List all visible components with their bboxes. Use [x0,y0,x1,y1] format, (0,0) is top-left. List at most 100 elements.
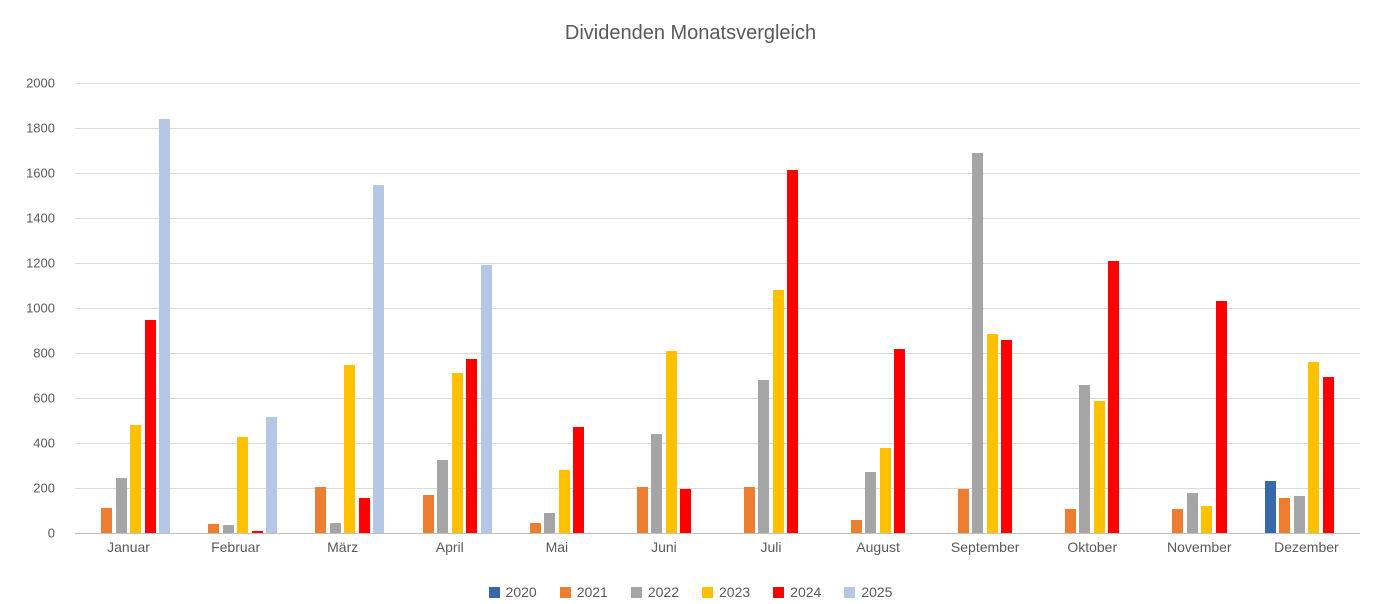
x-axis-label-juni: Juni [651,539,677,555]
bar-2022-juli[interactable] [758,380,770,533]
bar-2022-januar[interactable] [115,477,127,533]
legend-swatch-icon [488,586,500,598]
bar-2022-märz[interactable] [329,522,341,533]
bar-groups [75,83,1360,533]
bar-group-juni [610,83,717,533]
y-axis-tick-label: 1000 [26,300,55,316]
bar-2023-juli[interactable] [772,290,784,533]
bar-2023-februar[interactable] [237,437,249,533]
bar-slot [907,83,922,533]
x-axis-label-februar: Februar [211,539,261,555]
bar-2023-november[interactable] [1201,506,1213,533]
y-axis-tick-label: 800 [33,345,55,361]
bar-2023-september[interactable] [986,333,998,533]
bar-slot [635,83,650,533]
legend-item-2021[interactable]: 2021 [559,584,608,600]
bar-2023-august[interactable] [879,447,891,533]
gridline [75,488,1360,489]
legend-item-2025[interactable]: 2025 [844,584,892,600]
bar-slot [586,83,601,533]
bar-2023-dezember[interactable] [1308,362,1320,533]
bar-2020-dezember[interactable] [1264,481,1276,533]
bar-2022-november[interactable] [1186,492,1198,533]
bar-2025-märz[interactable] [373,185,385,533]
bar-2021-dezember[interactable] [1279,498,1291,533]
bar-2024-märz[interactable] [358,498,370,533]
bar-2024-februar[interactable] [251,530,263,533]
bar-slot [956,83,971,533]
bar-2021-juni[interactable] [636,486,648,533]
bar-2021-oktober[interactable] [1064,509,1076,533]
bar-slot [1321,83,1336,533]
legend-item-2023[interactable]: 2023 [702,584,750,600]
bar-slot [771,83,786,533]
bar-2023-april[interactable] [451,373,463,533]
bar-2024-juni[interactable] [680,489,692,533]
y-axis-tick-label: 1400 [26,210,55,226]
bar-2024-juli[interactable] [787,169,799,533]
bar-2022-februar[interactable] [222,525,234,533]
bar-2025-februar[interactable] [266,417,278,533]
bar-2024-mai[interactable] [573,427,585,533]
bar-2024-oktober[interactable] [1108,260,1120,533]
bar-2022-september[interactable] [972,152,984,533]
bar-group-oktober [1039,83,1146,533]
y-axis: 0 200 400 600 800 1000 1200 1400 1600 1800 2000 [0,76,65,541]
bar-2022-april[interactable] [437,459,449,533]
legend-item-2022[interactable]: 2022 [630,584,679,600]
bar-2021-mai[interactable] [529,522,541,533]
legend-item-2024[interactable]: 2024 [773,584,821,600]
bar-2024-april[interactable] [466,358,478,533]
legend-swatch-icon [844,586,856,598]
bar-2025-april[interactable] [480,265,492,533]
bar-slot [450,83,465,533]
bar-slot [1306,83,1321,533]
bar-2024-januar[interactable] [144,320,156,533]
x-axis-label-september: September [950,539,1020,555]
bar-2021-januar[interactable] [101,508,113,533]
bar-2022-juni[interactable] [651,434,663,533]
bar-2023-juni[interactable] [665,350,677,533]
bar-2023-mai[interactable] [558,470,570,533]
bar-2021-märz[interactable] [315,486,327,533]
y-axis-tick-label: 2000 [26,75,55,91]
bar-slot [143,83,158,533]
bar-slot [1049,83,1064,533]
bar-2024-dezember[interactable] [1322,376,1334,533]
bar-2025-januar[interactable] [159,119,171,533]
legend-label: 2022 [647,584,679,600]
bar-2021-april[interactable] [422,494,434,533]
bar-2021-februar[interactable] [208,524,220,533]
bar-group-januar [75,83,182,533]
bar-2022-oktober[interactable] [1079,384,1091,533]
gridline [75,308,1360,309]
bar-slot [542,83,557,533]
bar-2021-november[interactable] [1172,509,1184,533]
bar-2023-oktober[interactable] [1093,401,1105,533]
bar-2023-januar[interactable] [130,425,142,533]
legend-label: 2023 [719,584,751,600]
legend-item-2020[interactable]: 2020 [488,584,537,600]
x-axis-line [75,533,1360,534]
bar-2021-august[interactable] [850,519,862,533]
plot-area [75,83,1360,534]
y-axis-tick-label: 400 [33,435,55,451]
bar-group-april [396,83,503,533]
bar-slot [421,83,436,533]
gridline [75,443,1360,444]
bar-2021-september[interactable] [957,489,969,533]
bar-2022-august[interactable] [865,472,877,533]
bar-2021-juli[interactable] [743,486,755,533]
x-axis-label-märz: März [327,539,359,555]
bar-slot [942,83,957,533]
bar-2022-dezember[interactable] [1293,495,1305,533]
y-axis-tick-label: 600 [33,390,55,406]
bar-2024-august[interactable] [894,348,906,533]
bar-slot [1228,83,1243,533]
bar-2023-märz[interactable] [344,365,356,533]
bar-2022-mai[interactable] [544,512,556,533]
gridline [75,173,1360,174]
x-axis-label-juli: Juli [760,539,782,555]
bar-2024-september[interactable] [1001,339,1013,533]
bar-2024-november[interactable] [1215,301,1227,533]
